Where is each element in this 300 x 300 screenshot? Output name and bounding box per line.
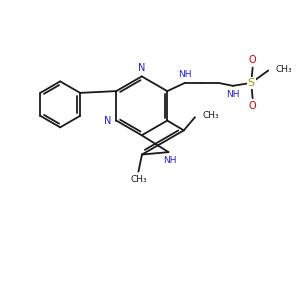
Text: NH: NH bbox=[163, 156, 177, 165]
Text: CH₃: CH₃ bbox=[130, 175, 147, 184]
Text: CH₃: CH₃ bbox=[202, 111, 219, 120]
Text: NH: NH bbox=[178, 70, 192, 79]
Text: N: N bbox=[138, 63, 146, 73]
Text: CH₃: CH₃ bbox=[276, 64, 292, 74]
Text: NH: NH bbox=[226, 90, 240, 99]
Text: O: O bbox=[249, 100, 256, 110]
Text: N: N bbox=[104, 116, 112, 126]
Text: O: O bbox=[249, 55, 256, 65]
Text: S: S bbox=[248, 78, 255, 88]
